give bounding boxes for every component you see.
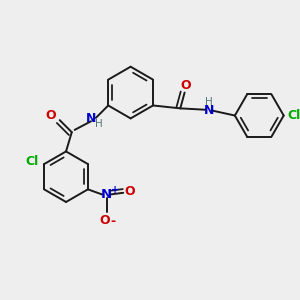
Text: O: O (100, 214, 110, 226)
Text: N: N (86, 112, 96, 125)
Text: +: + (111, 185, 119, 195)
Text: H: H (205, 97, 212, 107)
Text: O: O (181, 79, 191, 92)
Text: Cl: Cl (26, 155, 39, 168)
Text: Cl: Cl (287, 109, 300, 122)
Text: O: O (46, 109, 56, 122)
Text: H: H (95, 119, 103, 129)
Text: N: N (101, 188, 112, 201)
Text: O: O (124, 185, 135, 198)
Text: -: - (110, 215, 116, 228)
Text: N: N (204, 104, 214, 117)
